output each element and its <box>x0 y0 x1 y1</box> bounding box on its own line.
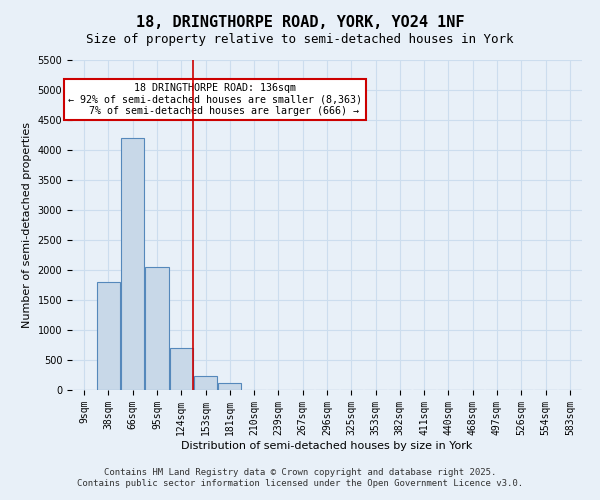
X-axis label: Distribution of semi-detached houses by size in York: Distribution of semi-detached houses by … <box>181 440 473 450</box>
Bar <box>97 282 120 390</box>
Text: 18 DRINGTHORPE ROAD: 136sqm
← 92% of semi-detached houses are smaller (8,363)
  : 18 DRINGTHORPE ROAD: 136sqm ← 92% of sem… <box>68 83 362 116</box>
Text: Contains HM Land Registry data © Crown copyright and database right 2025.
Contai: Contains HM Land Registry data © Crown c… <box>77 468 523 487</box>
Bar <box>218 383 241 390</box>
Bar <box>170 348 193 390</box>
Y-axis label: Number of semi-detached properties: Number of semi-detached properties <box>22 122 32 328</box>
Text: 18, DRINGTHORPE ROAD, YORK, YO24 1NF: 18, DRINGTHORPE ROAD, YORK, YO24 1NF <box>136 15 464 30</box>
Bar <box>145 267 169 390</box>
Text: Size of property relative to semi-detached houses in York: Size of property relative to semi-detach… <box>86 32 514 46</box>
Bar <box>121 138 144 390</box>
Bar <box>194 376 217 390</box>
